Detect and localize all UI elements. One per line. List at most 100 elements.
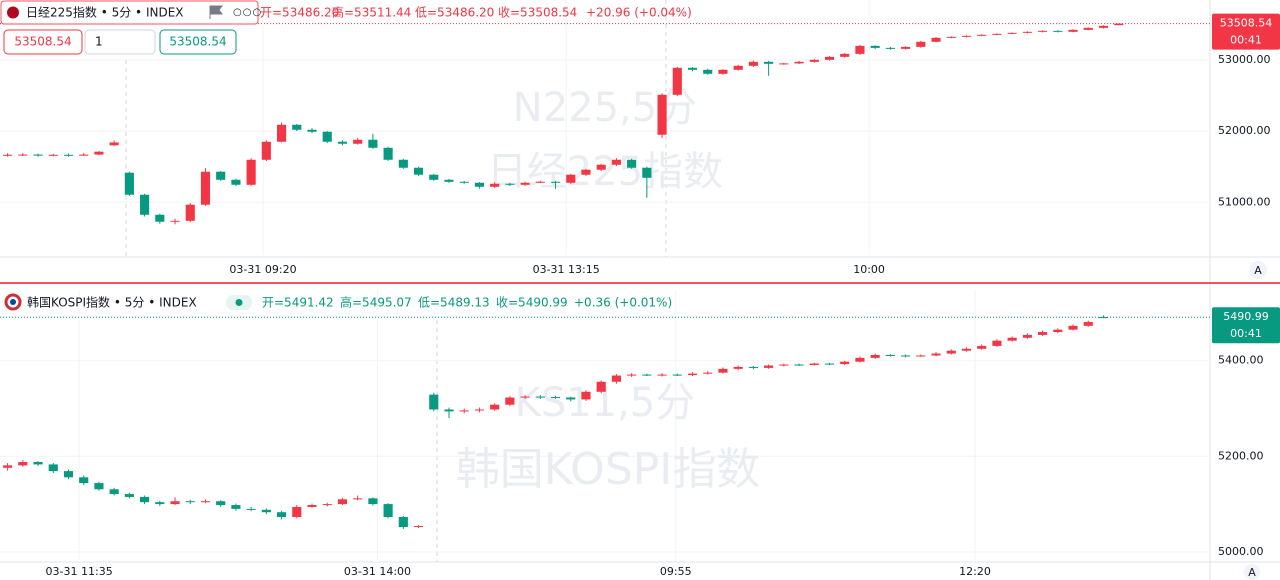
candle-body (3, 465, 13, 468)
candle-body (368, 139, 378, 148)
candle-body (216, 171, 226, 180)
candle-body (520, 396, 530, 398)
candle-body (642, 374, 652, 376)
legend-title[interactable]: 日经225指数 • 5分 • INDEX (26, 5, 184, 20)
candle-body (505, 183, 515, 185)
candle-body (474, 409, 484, 411)
candle-body (901, 46, 911, 49)
candle-body (687, 67, 698, 70)
legend-change: +20.96 (+0.04%) (586, 6, 692, 20)
candle-body (946, 36, 956, 38)
more-button[interactable]: ○○○ (233, 7, 262, 18)
candle-body (33, 462, 43, 465)
candle-body (155, 502, 165, 505)
candle-body (231, 179, 241, 185)
candle-body (672, 374, 682, 376)
y-tick-label: 5400.00 (1218, 354, 1264, 367)
candle-body (1022, 31, 1032, 33)
x-tick-label: 03-31 14:00 (344, 565, 411, 578)
candle-body (824, 56, 835, 60)
candle-body (977, 345, 987, 349)
candle-body (764, 61, 774, 64)
auto-scale-button[interactable] (1244, 564, 1260, 580)
qty-box[interactable] (84, 29, 156, 55)
candle-body (885, 47, 895, 49)
candle-body (383, 147, 393, 160)
candle-body (566, 174, 576, 183)
candle-body (1007, 32, 1017, 34)
legend-close: 收=5490.99 (496, 296, 568, 310)
last-price-box (1212, 13, 1280, 50)
legend-open: 开=53486.20 (260, 6, 339, 20)
candle-body (535, 181, 545, 183)
sell-box[interactable] (3, 29, 83, 55)
candle-body (718, 69, 728, 74)
candle-body (916, 41, 926, 47)
candle-body (657, 94, 667, 135)
buy-box[interactable] (159, 29, 237, 55)
candle-body (596, 164, 606, 170)
candle-body (94, 151, 104, 155)
auto-scale-label[interactable]: A (1254, 264, 1262, 277)
status-dot (235, 299, 243, 306)
candle-body (155, 214, 165, 222)
candle-body (627, 159, 637, 168)
candle-body (1083, 27, 1093, 30)
candle-body (946, 350, 956, 354)
x-tick-label: 03-31 11:35 (46, 565, 113, 578)
legend-title-box[interactable] (0, 0, 259, 25)
quantity[interactable]: 1 (95, 35, 103, 49)
candle-body (33, 154, 43, 156)
candle-body (596, 381, 606, 392)
candle-body (733, 366, 743, 369)
legend-close: 收=53508.54 (498, 6, 577, 20)
candle-body (901, 355, 911, 357)
candle-body (1098, 317, 1109, 319)
sell-price[interactable]: 53508.54 (14, 35, 71, 49)
candle-body (353, 139, 363, 144)
candle-body (398, 159, 408, 168)
countdown: 00:41 (1230, 34, 1262, 47)
candle-body (505, 397, 515, 405)
candle-body (109, 142, 119, 146)
symbol-icon (7, 6, 19, 19)
candle-body (246, 159, 256, 185)
auto-scale-label[interactable]: A (1248, 566, 1256, 579)
candle-body (413, 167, 424, 175)
candle-body (246, 508, 256, 510)
candle-body (581, 391, 591, 400)
candle-body (322, 131, 332, 142)
candle-body (322, 504, 332, 506)
candle-body (1053, 329, 1063, 333)
candle-body (809, 363, 819, 366)
flag-icon[interactable] (209, 5, 223, 19)
candle-body (961, 348, 972, 351)
candle-body (277, 124, 287, 142)
candle-body (779, 364, 789, 366)
flag-icon (10, 299, 16, 305)
candle-body (1083, 322, 1093, 326)
candle-body (140, 194, 150, 215)
auto-scale-button[interactable] (1249, 261, 1267, 279)
candle-body (429, 394, 439, 410)
candle-body (231, 505, 241, 509)
candle-body (444, 179, 454, 182)
candle-body (611, 375, 621, 382)
candle-body (703, 69, 713, 74)
last-price-label: 5490.99 (1223, 310, 1269, 323)
candle-body (566, 397, 576, 400)
candle-body (550, 181, 561, 183)
buy-price[interactable]: 53508.54 (169, 35, 226, 49)
candle-body (1114, 23, 1124, 26)
candle-body (794, 61, 804, 64)
watermark: N225,5分 (513, 85, 697, 131)
legend-high: 高=53511.44 (332, 5, 411, 20)
candle-body (124, 494, 134, 497)
y-tick-label: 5200.00 (1218, 449, 1264, 462)
candle-body (764, 365, 774, 368)
candle-body (824, 363, 835, 365)
legend-title[interactable]: 韩国KOSPI指数 • 5分 • INDEX (27, 295, 197, 310)
candle-body (474, 182, 484, 187)
candle-body (170, 501, 180, 505)
